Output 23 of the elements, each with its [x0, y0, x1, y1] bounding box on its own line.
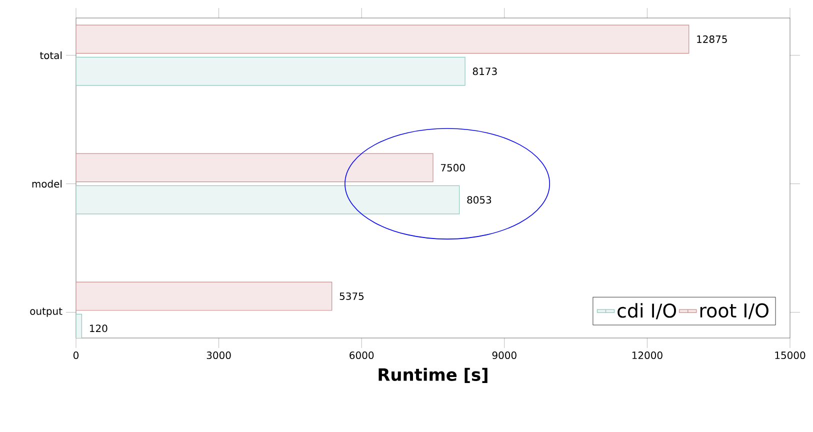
x-axis-title: Runtime [s] — [378, 368, 488, 383]
bar — [76, 153, 434, 182]
bar — [76, 282, 332, 311]
data-label: 8173 — [472, 68, 497, 76]
data-label: 5375 — [340, 292, 364, 300]
x-tick-label: 12000 — [632, 352, 662, 360]
bar — [76, 185, 460, 214]
x-tick-label: 9000 — [492, 352, 516, 360]
data-label: 8053 — [467, 196, 492, 204]
y-tick-label: output — [30, 308, 62, 317]
data-label: 7500 — [441, 164, 465, 172]
legend-label: cdi I/O — [618, 303, 676, 320]
x-tick-label: 15000 — [775, 352, 806, 360]
x-tick-label: 0 — [73, 352, 79, 360]
y-tick-label: model — [32, 180, 62, 188]
y-tick-label: total — [40, 51, 62, 60]
data-label: 12875 — [697, 35, 727, 43]
legend-label: root I/O — [700, 303, 768, 320]
x-tick-label: 3000 — [206, 352, 231, 360]
data-label: 120 — [90, 324, 108, 332]
bar — [76, 56, 466, 86]
x-tick-label: 6000 — [350, 352, 374, 360]
bar — [76, 24, 690, 54]
